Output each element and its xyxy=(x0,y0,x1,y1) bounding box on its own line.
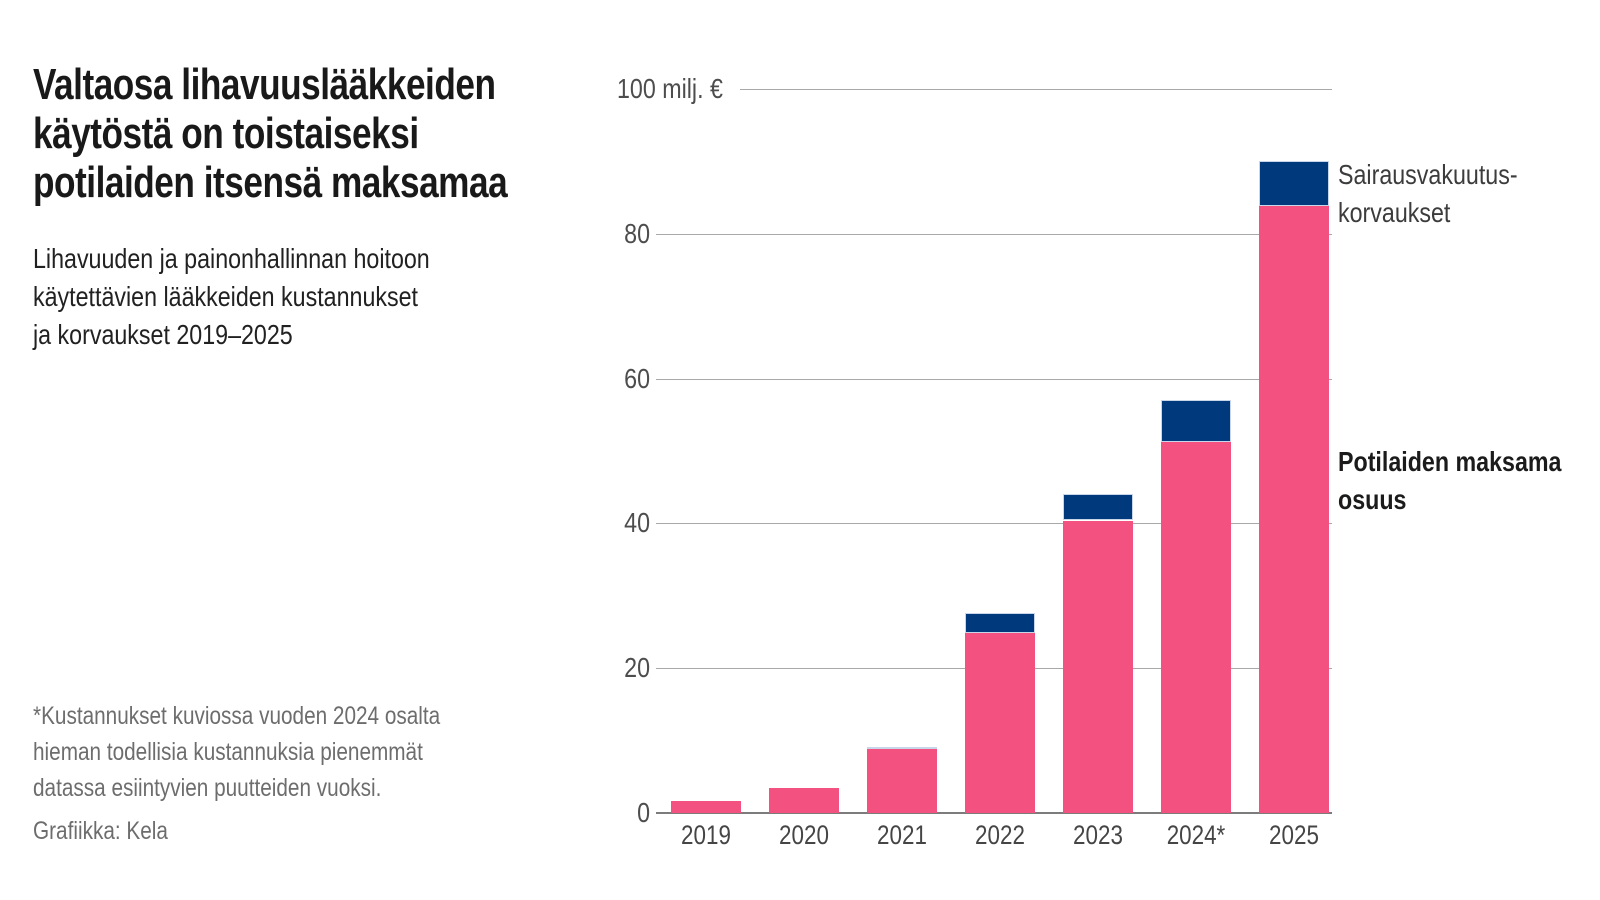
x-tick-label-2025: 2025 xyxy=(1269,820,1319,850)
y-tick-label-60: 60 xyxy=(624,362,650,394)
footnote: *Kustannukset kuviossa vuoden 2024 osalt… xyxy=(33,702,441,802)
y-tick-label-100: 100 milj. € xyxy=(617,73,723,104)
gridline-60 xyxy=(656,378,1332,380)
bar-2023-reimbursement-segment xyxy=(1063,493,1133,521)
gridline-100 xyxy=(740,89,1332,90)
axis-baseline xyxy=(656,812,1332,814)
bar-2021-patient-segment xyxy=(867,749,937,813)
bar-2021-reimbursement-segment xyxy=(867,747,937,750)
y-tick-label-40: 40 xyxy=(624,507,650,539)
x-tick-label-2023: 2023 xyxy=(1073,820,1123,850)
bar-2025-reimbursement-segment xyxy=(1259,161,1329,207)
bar-2025-patient-segment xyxy=(1259,206,1329,813)
bar-2024-patient-segment xyxy=(1161,441,1231,813)
bar-2024-reimbursement-segment xyxy=(1161,399,1231,442)
legend-label-reimbursements: Sairausvakuutus-korvaukset xyxy=(1338,159,1518,228)
chart-subtitle: Lihavuuden ja painonhallinnan hoitoon käy… xyxy=(33,243,430,350)
gridline-40 xyxy=(656,523,1332,525)
bar-2022-patient-segment xyxy=(965,633,1035,813)
bar-2019-patient-segment xyxy=(671,800,741,813)
x-tick-label-2021: 2021 xyxy=(877,820,927,850)
bar-2020-patient-segment xyxy=(769,787,839,813)
x-tick-label-2019: 2019 xyxy=(681,820,731,850)
y-tick-label-20: 20 xyxy=(624,652,650,684)
gridline-80 xyxy=(656,233,1332,235)
y-tick-label-80: 80 xyxy=(624,217,650,249)
legend-label-patient-share: Potilaiden maksama osuus xyxy=(1338,446,1562,515)
x-tick-label-2024: 2024* xyxy=(1166,820,1226,850)
y-tick-label-0: 0 xyxy=(637,797,650,828)
x-tick-label-2020: 2020 xyxy=(779,820,829,850)
credit-line: Grafiikka: Kela xyxy=(33,817,168,845)
x-tick-label-2022: 2022 xyxy=(975,820,1025,850)
bar-2023-patient-segment xyxy=(1063,520,1133,813)
bar-2022-reimbursement-segment xyxy=(965,613,1035,634)
page-title: Valtaosa lihavuuslääkkeiden käytöstä on t… xyxy=(33,60,508,207)
